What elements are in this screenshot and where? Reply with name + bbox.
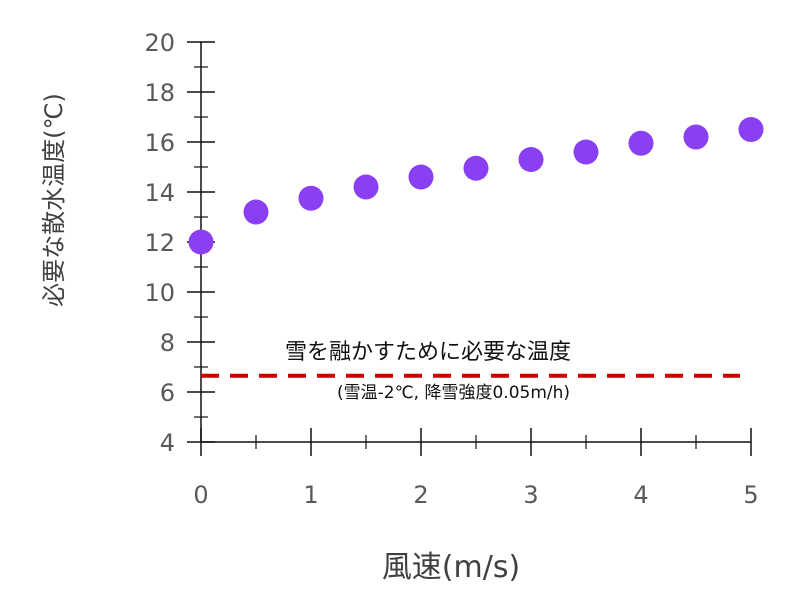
y-tick-label: 18 bbox=[144, 79, 175, 107]
data-point bbox=[188, 229, 214, 255]
x-tick-label: 2 bbox=[413, 481, 428, 509]
x-tick-label: 3 bbox=[523, 481, 538, 509]
y-tick-label: 6 bbox=[160, 379, 175, 407]
data-point bbox=[628, 130, 654, 156]
x-axis-title: 風速(m/s) bbox=[382, 550, 520, 585]
reference-line-sublabel: (雪温-2℃, 降雪強度0.05m/h) bbox=[337, 383, 570, 403]
data-point bbox=[353, 174, 379, 200]
data-point bbox=[298, 185, 324, 211]
y-tick-label: 8 bbox=[160, 329, 175, 357]
y-tick-label: 10 bbox=[144, 279, 175, 307]
data-point bbox=[408, 164, 434, 190]
reference-line-label: 雪を融かすために必要な温度 bbox=[285, 340, 571, 365]
data-point bbox=[683, 124, 709, 150]
x-tick-label: 1 bbox=[303, 481, 318, 509]
y-tick-label: 12 bbox=[144, 229, 175, 257]
y-tick-label: 14 bbox=[144, 179, 175, 207]
data-points bbox=[188, 117, 764, 255]
data-point bbox=[243, 199, 269, 225]
x-tick-label: 5 bbox=[743, 481, 758, 509]
y-tick-label: 16 bbox=[144, 129, 175, 157]
data-point bbox=[463, 155, 489, 181]
data-point bbox=[573, 139, 599, 165]
y-tick-label: 4 bbox=[160, 429, 175, 457]
x-tick-label: 4 bbox=[633, 481, 648, 509]
data-point bbox=[738, 117, 764, 142]
x-tick-label: 0 bbox=[193, 481, 208, 509]
y-tick-label: 20 bbox=[144, 29, 175, 57]
data-point bbox=[518, 147, 544, 172]
y-axis-title: 必要な散水温度(℃) bbox=[40, 93, 68, 307]
